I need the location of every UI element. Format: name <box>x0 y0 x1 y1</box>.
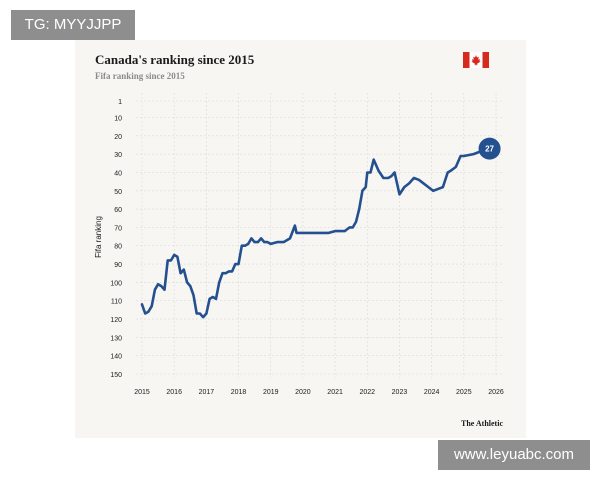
x-tick-label: 2016 <box>166 389 182 396</box>
source-credit: The Athletic <box>461 419 503 428</box>
y-tick-label: 130 <box>110 335 122 342</box>
x-tick-label: 2022 <box>359 389 375 396</box>
x-tick-label: 2019 <box>263 389 279 396</box>
x-tick-label: 2017 <box>199 389 215 396</box>
y-tick-label: 110 <box>111 299 122 306</box>
end-value-label: 27 <box>485 145 494 154</box>
x-tick-label: 2023 <box>392 389 408 396</box>
x-tick-label: 2015 <box>134 389 150 396</box>
y-tick-label: 140 <box>110 354 122 361</box>
y-tick-label: 50 <box>114 189 122 196</box>
watermark-bottom-right: www.leyuabc.com <box>438 440 590 470</box>
chart-subtitle: Fifa ranking since 2015 <box>95 71 185 81</box>
y-tick-label: 120 <box>110 317 122 324</box>
x-tick-label: 2018 <box>231 389 247 396</box>
x-tick-label: 2020 <box>295 389 311 396</box>
x-tick-label: 2021 <box>327 389 343 396</box>
watermark-top-left: TG: MYYJJPP <box>11 10 135 40</box>
y-tick-label: 80 <box>114 244 122 251</box>
y-tick-label: 90 <box>114 262 122 269</box>
canada-flag-icon <box>463 52 489 68</box>
y-tick-label: 70 <box>114 225 122 232</box>
x-tick-label: 2026 <box>488 389 504 396</box>
x-tick-label: 2025 <box>456 389 472 396</box>
y-tick-label: 10 <box>114 115 122 122</box>
y-tick-label: 150 <box>110 372 122 379</box>
y-tick-label: 60 <box>114 207 122 214</box>
y-tick-label: 20 <box>114 134 122 141</box>
chart-title: Canada's ranking since 2015 <box>95 52 255 67</box>
y-tick-label: 100 <box>110 280 122 287</box>
series-line <box>140 147 491 319</box>
y-tick-label: 1 <box>118 99 122 106</box>
x-tick-label: 2024 <box>424 389 440 396</box>
y-tick-label: 30 <box>114 152 122 159</box>
chart-card: Canada's ranking since 2015 Fifa ranking… <box>75 40 526 438</box>
end-value-marker <box>478 137 501 160</box>
y-axis-label: Fifa ranking <box>94 216 103 258</box>
y-tick-label: 40 <box>114 170 122 177</box>
